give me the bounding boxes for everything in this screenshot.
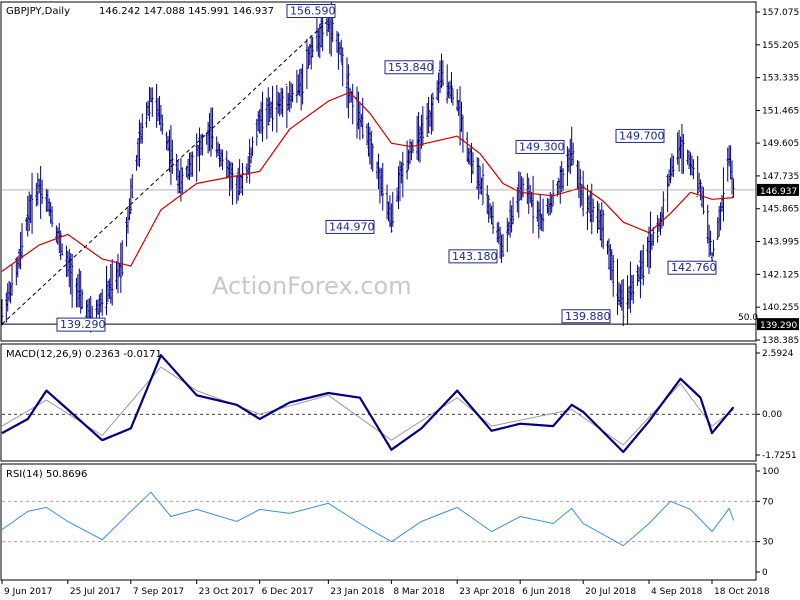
macd-tick-label: -1.7251 (762, 451, 797, 461)
rsi-line-group (1, 491, 734, 547)
annotation-box (561, 309, 611, 324)
price-tick-label: 140.255 (762, 303, 799, 313)
last-price-box: 146.937 (2, 183, 799, 197)
dashed-trendline (1, 20, 329, 325)
price-bars (0, 2, 735, 333)
price-tick-label: 145.865 (762, 205, 799, 215)
annotation-box (667, 260, 717, 275)
x-tick-label: 6 Dec 2017 (262, 587, 314, 597)
moving-average (1, 91, 734, 272)
annotation-label: 142.760 (671, 261, 717, 274)
fib-level-box (757, 318, 799, 331)
rsi-line (1, 491, 734, 547)
price-tick-label: 147.735 (762, 172, 799, 182)
annotation-label: 149.300 (519, 140, 565, 153)
rsi-tick-label: 70 (762, 497, 774, 507)
annotation-box (286, 4, 336, 19)
price-tick-label: 149.605 (762, 139, 799, 149)
x-tick-label: 23 Apr 2018 (459, 587, 515, 597)
price-panel-frame (0, 1, 757, 342)
rsi-tick-label: 100 (762, 467, 779, 477)
x-tick-label: 7 Sep 2017 (133, 587, 184, 597)
x-tick-label: 4 Sep 2018 (651, 587, 703, 597)
annotation-box (384, 60, 434, 75)
macd-line (1, 354, 735, 454)
price-annotations: 156.590 153.840 144.970 149.300 143.180 149.7… (56, 4, 717, 332)
annotation-label: 139.880 (565, 310, 611, 323)
price-tick-label: 153.335 (762, 74, 799, 84)
price-tick-label: 155.205 (762, 41, 799, 51)
macd-axis: 2.5924 0.00 -1.7251 (2, 349, 797, 461)
annotation-box (325, 219, 375, 234)
rsi-axis: 100 70 30 0 (2, 467, 779, 578)
annotation-label: 143.180 (452, 250, 498, 263)
x-tick-label: 9 Jun 2017 (4, 587, 52, 597)
macd-label: MACD(12,26,9) 0.2363 -0.0171 (6, 349, 162, 360)
price-tick-label: 151.465 (762, 106, 799, 116)
ohlc-label: 146.242 147.088 145.991 146.937 (99, 6, 274, 17)
macd-panel-frame (0, 343, 757, 462)
last-price-value: 146.937 (760, 187, 797, 197)
x-tick-label: 20 Jul 2018 (585, 587, 636, 597)
annotation-box (448, 249, 498, 264)
price-tick-label: 142.125 (762, 270, 799, 280)
last-price-bg (757, 183, 799, 196)
macd-lines (1, 354, 735, 454)
annotation-label: 144.970 (329, 220, 375, 233)
price-tick-label: 138.385 (762, 336, 799, 346)
fib-50-label: 50.0 (738, 313, 758, 323)
annotation-box (56, 317, 106, 332)
x-tick-label: 25 Jul 2017 (70, 587, 121, 597)
annotation-box (615, 128, 665, 143)
annotation-label: 153.840 (388, 61, 434, 74)
x-tick-label: 23 Jan 2018 (330, 587, 384, 597)
annotation-box (515, 139, 565, 154)
trendline (1, 20, 329, 325)
rsi-panel-frame (0, 463, 757, 581)
symbol-label: GBPJPY,Daily (6, 6, 70, 17)
annotation-label: 149.700 (619, 129, 665, 142)
x-axis: 9 Jun 2017 25 Jul 2017 7 Sep 2017 23 Oct 20… (1, 580, 770, 597)
annotation-label: 139.290 (60, 318, 106, 331)
price-axis: 157.075 155.205 153.335 151.465 149.605 147.7… (756, 8, 799, 346)
fib-level-value: 139.290 (760, 321, 797, 331)
watermark: ActionForex.com (212, 272, 412, 300)
rsi-tick-label: 0 (762, 568, 768, 578)
x-tick-label: 6 Jun 2018 (522, 587, 571, 597)
x-tick-label: 8 Mar 2018 (393, 587, 445, 597)
annotation-label: 156.590 (290, 5, 336, 18)
price-tick-label: 143.995 (762, 238, 799, 248)
macd-tick-label: 2.5924 (762, 349, 794, 359)
x-tick-label: 18 Oct 2018 (714, 587, 770, 597)
rsi-tick-label: 30 (762, 538, 774, 548)
ma-line (1, 91, 734, 272)
rsi-label: RSI(14) 50.8696 (6, 469, 87, 480)
x-tick-label: 23 Oct 2017 (199, 587, 255, 597)
macd-tick-label: 0.00 (762, 410, 782, 420)
price-tick-label: 157.075 (762, 8, 799, 18)
macd-signal-line (1, 366, 734, 446)
